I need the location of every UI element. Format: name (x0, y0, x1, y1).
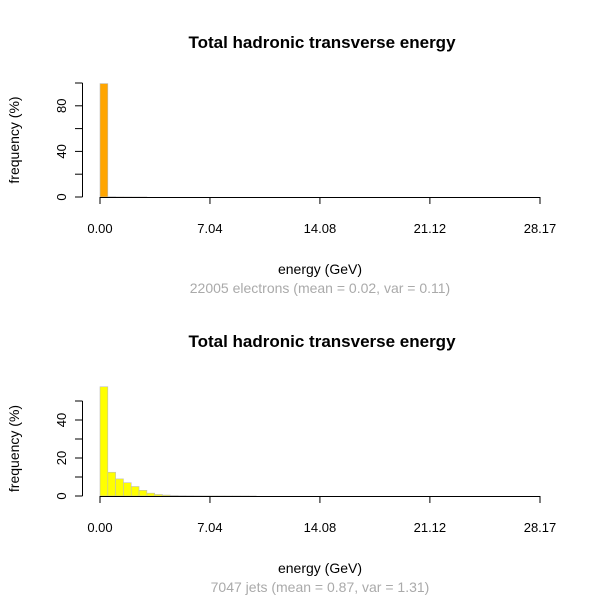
y-tick-label: 80 (54, 99, 69, 113)
x-tick-label: 7.04 (197, 520, 222, 535)
histogram-bar (146, 492, 155, 497)
histogram-bar (107, 471, 116, 497)
x-tick-label: 28.17 (524, 520, 557, 535)
histogram-bar (99, 386, 109, 497)
bars (99, 386, 257, 497)
chart-subtitle: 7047 jets (mean = 0.87, var = 1.31) (211, 579, 430, 595)
x-ticks: 0.00 7.04 14.08 21.12 28.17 (87, 197, 556, 236)
histogram-bar (162, 494, 171, 497)
y-tick-label: 40 (54, 413, 69, 427)
y-ticks: 0 40 80 (54, 82, 83, 201)
y-tick-label: 20 (54, 451, 69, 465)
histogram-bar (130, 486, 140, 497)
histogram-bar (115, 478, 124, 497)
chart-title: Total hadronic transverse energy (188, 33, 456, 52)
y-tick-label: 0 (54, 492, 69, 499)
histogram-bar (123, 482, 132, 497)
chart-title: Total hadronic transverse energy (188, 332, 456, 351)
histogram-panel-electrons: Total hadronic transverse energy 0.00 7.0… (6, 33, 556, 296)
y-ticks: 0 20 40 (54, 400, 83, 500)
x-tick-label: 14.08 (304, 520, 337, 535)
histogram-bar (154, 494, 163, 497)
x-axis-label: energy (GeV) (278, 560, 362, 576)
chart-subtitle: 22005 electrons (mean = 0.02, var = 0.11… (190, 280, 450, 296)
x-tick-label: 21.12 (414, 221, 447, 236)
y-tick-label: 40 (54, 144, 69, 158)
histogram-bar (99, 83, 109, 198)
x-tick-label: 28.17 (524, 221, 557, 236)
y-axis-label: frequency (%) (6, 96, 22, 183)
bars (99, 83, 148, 198)
x-tick-label: 14.08 (304, 221, 337, 236)
histogram-bar (169, 495, 179, 497)
x-tick-label: 7.04 (197, 221, 222, 236)
histogram-panel-jets: Total hadronic transverse energy 0.00 7.0… (6, 332, 556, 595)
x-ticks: 0.00 7.04 14.08 21.12 28.17 (87, 496, 556, 535)
y-axis-label: frequency (%) (6, 405, 22, 492)
x-tick-label: 0.00 (87, 520, 112, 535)
y-tick-label: 0 (54, 193, 69, 200)
x-axis-label: energy (GeV) (278, 261, 362, 277)
x-tick-label: 21.12 (414, 520, 447, 535)
x-tick-label: 0.00 (87, 221, 112, 236)
histogram-bar (138, 489, 148, 497)
